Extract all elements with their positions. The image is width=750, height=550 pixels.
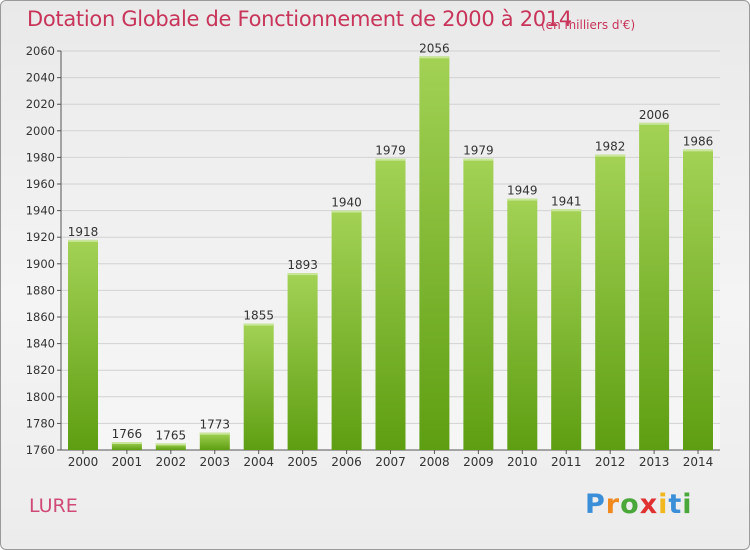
- x-tick-label: 2010: [507, 455, 538, 469]
- bar-value-label: 1773: [199, 418, 230, 432]
- bar-highlight: [331, 210, 362, 213]
- bar-highlight: [68, 239, 98, 242]
- bar-value-label: 1979: [375, 144, 406, 158]
- x-tick-label: 2004: [243, 455, 274, 469]
- bar: [419, 56, 450, 451]
- bar-value-label: 1979: [463, 144, 494, 158]
- y-tick-label: 1760: [26, 443, 55, 457]
- x-tick-label: 2011: [551, 455, 582, 469]
- bar: [199, 432, 230, 450]
- bar-highlight: [507, 198, 538, 201]
- x-tick-label: 2005: [287, 455, 318, 469]
- bar: [463, 158, 494, 450]
- x-tick-label: 2014: [683, 455, 714, 469]
- bar: [595, 154, 626, 450]
- x-tick-label: 2001: [112, 455, 143, 469]
- bar: [551, 209, 582, 450]
- y-tick-label: 1860: [26, 310, 55, 324]
- bar-value-label: 1949: [507, 184, 538, 198]
- y-tick-label: 1900: [26, 257, 55, 271]
- bar-value-label: 1893: [287, 258, 318, 272]
- bar: [375, 158, 406, 450]
- y-tick-label: 2000: [26, 124, 55, 138]
- bar: [111, 442, 142, 450]
- bar-highlight: [595, 154, 626, 157]
- bar-highlight: [551, 209, 582, 212]
- bar-value-label: 1982: [595, 140, 626, 154]
- y-tick-label: 1920: [26, 230, 55, 244]
- proxiti-logo[interactable]: Proxiti: [585, 489, 693, 520]
- x-tick-label: 2002: [156, 455, 187, 469]
- bar-value-label: 2056: [419, 41, 450, 55]
- y-tick-label: 1960: [26, 177, 55, 191]
- y-tick-label: 1820: [26, 363, 55, 377]
- bar-value-label: 1766: [112, 427, 143, 441]
- bar-highlight: [639, 122, 670, 125]
- x-tick-label: 2008: [419, 455, 450, 469]
- bar-highlight: [287, 273, 318, 276]
- x-tick-label: 2003: [199, 455, 230, 469]
- bar-highlight: [419, 56, 450, 59]
- bar-value-label: 1855: [243, 309, 274, 323]
- bar-highlight: [111, 442, 142, 444]
- bar: [68, 239, 98, 450]
- y-tick-label: 1780: [26, 416, 55, 430]
- bar-value-label: 1765: [156, 428, 187, 442]
- y-tick-label: 1880: [26, 283, 55, 297]
- bar-highlight: [463, 158, 494, 161]
- bar-value-label: 1940: [331, 196, 362, 210]
- bar-highlight: [375, 158, 406, 161]
- bar-highlight: [243, 323, 274, 326]
- bar-value-label: 1941: [551, 194, 582, 208]
- bar: [243, 323, 274, 450]
- bar: [287, 273, 318, 450]
- bar-value-label: 2006: [639, 108, 670, 122]
- commune-name: LURE: [29, 495, 78, 517]
- y-tick-label: 2060: [26, 44, 55, 58]
- bar: [639, 122, 670, 451]
- x-tick-label: 2007: [375, 455, 406, 469]
- chart-title: Dotation Globale de Fonctionnement de 20…: [27, 7, 572, 31]
- y-tick-label: 2040: [26, 71, 55, 85]
- x-tick-label: 2000: [68, 455, 99, 469]
- y-tick-label: 1840: [26, 337, 55, 351]
- bar-highlight: [199, 432, 230, 435]
- y-tick-label: 2020: [26, 97, 55, 111]
- y-tick-label: 1980: [26, 150, 55, 164]
- bar: [155, 443, 186, 450]
- bar-value-label: 1918: [68, 225, 99, 239]
- bar-value-label: 1986: [683, 134, 714, 148]
- x-tick-label: 2009: [463, 455, 494, 469]
- bar-highlight: [155, 443, 186, 446]
- bar: [507, 198, 538, 450]
- x-tick-label: 2006: [331, 455, 362, 469]
- y-tick-label: 1940: [26, 204, 55, 218]
- x-tick-label: 2012: [595, 455, 626, 469]
- x-tick-label: 2013: [639, 455, 670, 469]
- chart-unit: (en milliers d'€): [541, 18, 636, 32]
- bar: [683, 149, 713, 450]
- bar: [331, 210, 362, 450]
- y-tick-label: 1800: [26, 390, 55, 404]
- bar-highlight: [683, 149, 713, 152]
